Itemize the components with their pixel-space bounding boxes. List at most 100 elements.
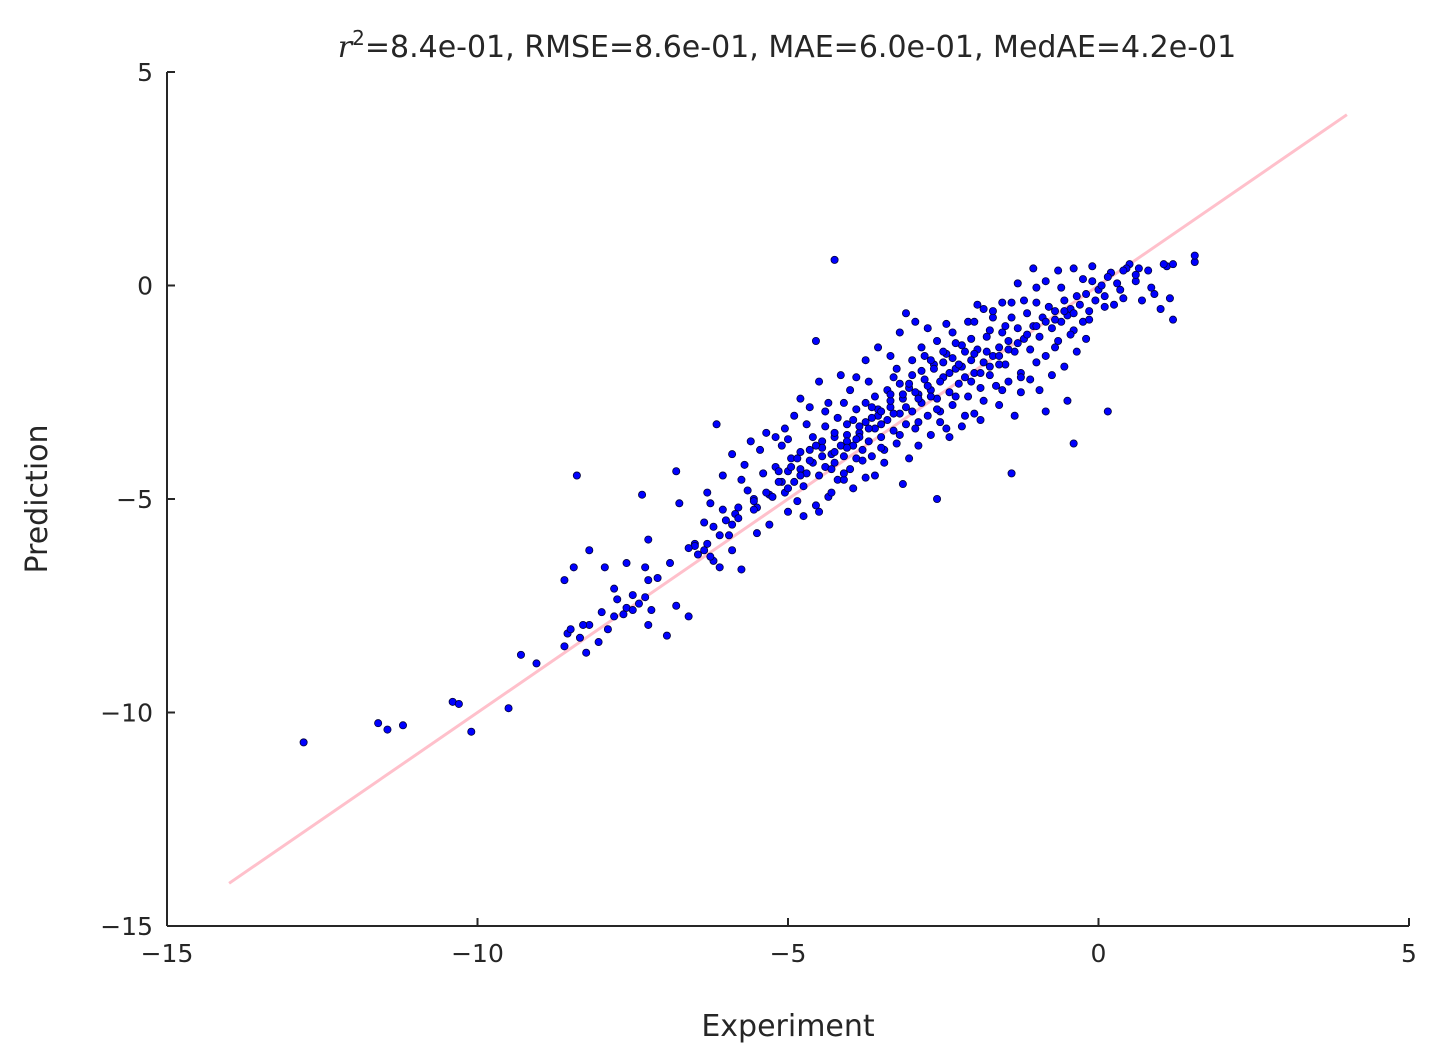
data-point — [597, 608, 606, 617]
data-point — [1097, 281, 1106, 290]
data-point — [1004, 345, 1013, 354]
data-point — [917, 366, 926, 375]
data-point — [842, 443, 851, 452]
data-point — [901, 403, 910, 412]
data-point — [784, 484, 793, 493]
data-point — [926, 430, 935, 439]
data-point — [842, 420, 851, 429]
data-point — [467, 727, 476, 736]
data-point — [911, 424, 920, 433]
data-point — [762, 428, 771, 437]
data-point — [811, 501, 820, 510]
data-point — [759, 469, 768, 478]
data-point — [1023, 309, 1032, 318]
data-point — [995, 351, 1004, 360]
data-point — [1023, 330, 1032, 339]
data-point — [976, 369, 985, 378]
data-point — [1032, 298, 1041, 307]
data-point — [1063, 396, 1072, 405]
data-point — [815, 507, 824, 516]
data-point — [898, 390, 907, 399]
data-point — [1010, 411, 1019, 420]
data-point — [700, 546, 709, 555]
y-tick-label: −5 — [116, 485, 153, 514]
x-tick-label: −10 — [451, 939, 504, 968]
data-point — [1169, 260, 1178, 269]
data-point — [911, 388, 920, 397]
data-point — [945, 369, 954, 378]
data-point — [1116, 285, 1125, 294]
data-point — [734, 503, 743, 512]
data-point — [815, 471, 824, 480]
data-point — [706, 552, 715, 561]
data-point — [613, 595, 622, 604]
data-point — [898, 480, 907, 489]
data-point — [662, 631, 671, 640]
data-point — [706, 499, 715, 508]
data-point — [569, 563, 578, 572]
data-point — [877, 443, 886, 452]
data-point — [1119, 266, 1128, 275]
data-point — [644, 535, 653, 544]
data-point — [1026, 345, 1035, 354]
data-point — [1075, 300, 1084, 309]
data-point — [454, 699, 463, 708]
points-layer — [299, 251, 1199, 747]
data-point — [582, 648, 591, 657]
data-point — [693, 550, 702, 559]
data-point — [870, 471, 879, 480]
data-point — [622, 559, 631, 568]
data-point — [874, 343, 883, 352]
data-point — [849, 484, 858, 493]
data-point — [1032, 322, 1041, 331]
data-point — [1051, 343, 1060, 352]
data-point — [1103, 407, 1112, 416]
data-point — [774, 477, 783, 486]
data-point — [821, 422, 830, 431]
data-point — [895, 328, 904, 337]
reference-line — [228, 113, 1348, 885]
data-point — [638, 490, 647, 499]
data-point — [774, 467, 783, 476]
data-point — [600, 563, 609, 572]
y-tick-label: 5 — [137, 58, 153, 87]
x-axis-label: Experiment — [701, 1009, 875, 1044]
data-point — [1013, 339, 1022, 348]
data-point — [920, 351, 929, 360]
data-point — [728, 450, 737, 459]
data-point — [836, 371, 845, 380]
data-point — [945, 433, 954, 442]
data-point — [1069, 439, 1078, 448]
data-point — [995, 360, 1004, 369]
data-point — [867, 403, 876, 412]
data-point — [886, 351, 895, 360]
data-point — [740, 460, 749, 469]
title-superscript: 2 — [352, 26, 365, 50]
data-point — [992, 381, 1001, 390]
data-point — [880, 458, 889, 467]
data-point — [892, 439, 901, 448]
data-point — [1113, 279, 1122, 288]
title-math-variable: r — [338, 30, 354, 65]
data-point — [839, 469, 848, 478]
data-point — [821, 407, 830, 416]
data-point — [572, 471, 581, 480]
data-point — [1137, 296, 1146, 305]
data-point — [1032, 358, 1041, 367]
data-point — [960, 347, 969, 356]
data-point — [715, 531, 724, 540]
data-point — [942, 319, 951, 328]
data-point — [1131, 270, 1140, 279]
data-point — [1072, 347, 1081, 356]
data-point — [1069, 264, 1078, 273]
data-point — [728, 520, 737, 529]
data-point — [805, 403, 814, 412]
data-point — [1016, 373, 1025, 382]
data-point — [790, 411, 799, 420]
y-ticks: −15 −10 −5 0 5 — [100, 58, 175, 941]
data-point — [746, 437, 755, 446]
data-point — [802, 420, 811, 429]
data-point — [1013, 324, 1022, 333]
data-point — [908, 371, 917, 380]
